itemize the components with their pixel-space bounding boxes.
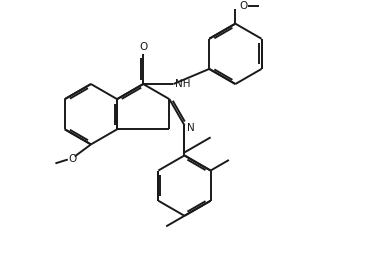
Text: O: O [139, 42, 147, 52]
Text: O: O [240, 1, 248, 11]
Text: O: O [69, 154, 77, 164]
Text: NH: NH [175, 79, 191, 89]
Text: N: N [187, 123, 195, 133]
